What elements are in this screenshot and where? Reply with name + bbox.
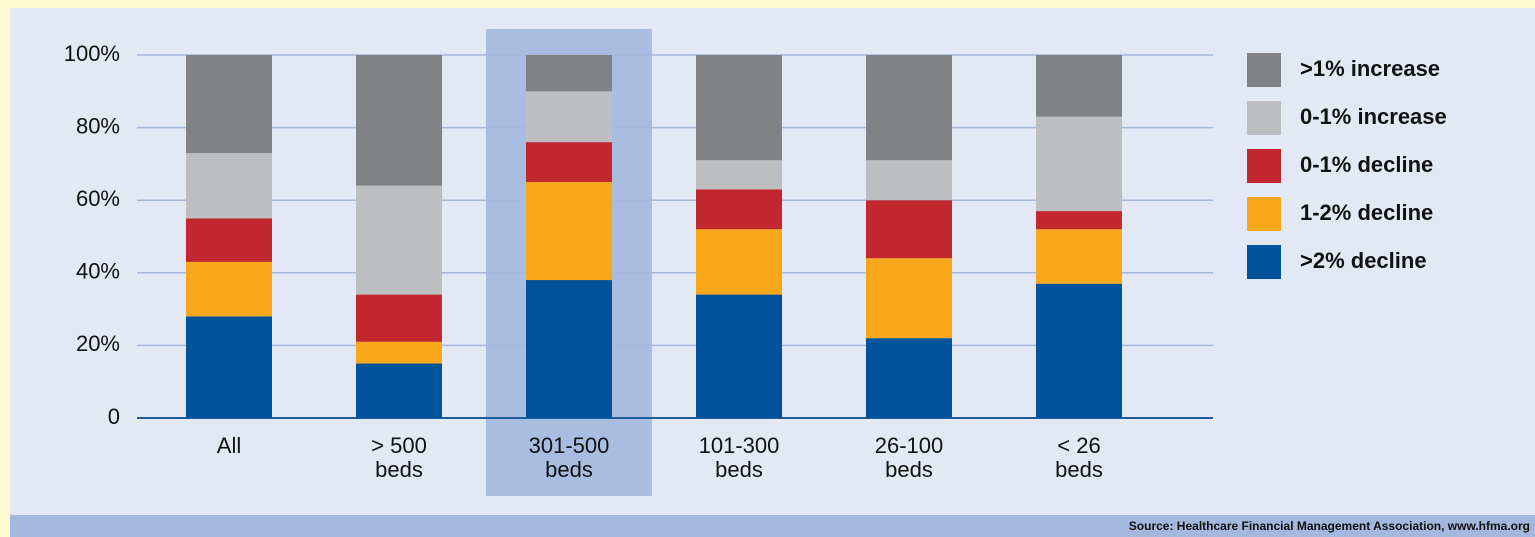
legend-label: 0-1% decline	[1300, 152, 1433, 177]
y-tick-label: 0	[108, 404, 120, 429]
bar-segment	[186, 261, 272, 317]
bar-segment	[186, 55, 272, 154]
bar-segment	[356, 294, 442, 342]
bar-segment	[186, 316, 272, 418]
y-tick-label: 20%	[76, 331, 120, 356]
bar-segment	[866, 55, 952, 161]
bar-segment	[866, 258, 952, 339]
x-tick-label: All	[217, 433, 241, 458]
bar-segment	[526, 55, 612, 92]
bar-segment	[1036, 211, 1122, 230]
bar-segment	[1036, 229, 1122, 284]
bar-segment	[696, 189, 782, 230]
x-tick-label: 301-500	[529, 433, 610, 458]
bar-segment	[696, 229, 782, 295]
bar-segment	[696, 55, 782, 161]
bar-segment	[356, 363, 442, 418]
legend-label: 1-2% decline	[1300, 200, 1433, 225]
y-tick-label: 40%	[76, 259, 120, 284]
source: Source: Healthcare Financial Management …	[1129, 519, 1530, 533]
y-tick-label: 80%	[76, 113, 120, 138]
legend-label: 0-1% increase	[1300, 104, 1447, 129]
bar-segment	[696, 160, 782, 190]
legend-label: >1% increase	[1300, 56, 1440, 81]
bar-segment	[1036, 116, 1122, 212]
bar-segment	[356, 185, 442, 295]
legend-swatch	[1247, 197, 1281, 231]
bar-segment	[696, 294, 782, 418]
bar-segment	[186, 218, 272, 262]
x-tick-label: 101-300	[699, 433, 780, 458]
x-tick-label: beds	[545, 457, 593, 482]
bar-segment	[866, 160, 952, 201]
legend-swatch	[1247, 149, 1281, 183]
x-tick-label: < 26	[1057, 433, 1100, 458]
bar-segment	[1036, 55, 1122, 117]
y-tick-label: 60%	[76, 186, 120, 211]
x-tick-label: beds	[715, 457, 763, 482]
legend-swatch	[1247, 53, 1281, 87]
bar-segment	[1036, 283, 1122, 418]
x-tick-label: beds	[375, 457, 423, 482]
x-tick-label: beds	[1055, 457, 1103, 482]
legend-label: >2% decline	[1300, 248, 1427, 273]
bar-segment	[526, 280, 612, 418]
x-tick-label: > 500	[371, 433, 427, 458]
bar-segment	[526, 142, 612, 183]
x-tick-label: 26-100	[875, 433, 944, 458]
x-tick-label: beds	[885, 457, 933, 482]
legend-swatch	[1247, 245, 1281, 279]
bar-segment	[356, 55, 442, 186]
bar-segment	[356, 341, 442, 364]
source-strip	[10, 515, 1535, 537]
bar-segment	[526, 91, 612, 143]
bar-segment	[866, 200, 952, 259]
bar-segment	[186, 153, 272, 219]
bar-segment	[526, 182, 612, 281]
y-tick-label: 100%	[64, 41, 120, 66]
legend-swatch	[1247, 101, 1281, 135]
bar-segment	[866, 338, 952, 418]
